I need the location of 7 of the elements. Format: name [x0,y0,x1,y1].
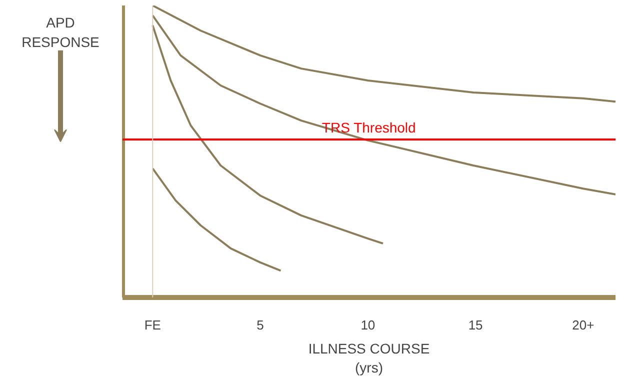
x-tick-label: 20+ [572,318,594,332]
y-axis-title: APD RESPONSE [22,14,100,50]
x-tick-label: 15 [468,318,483,332]
x-tick-label: FE [144,318,162,332]
x-axis-title: ILLNESS COURSE (yrs) [308,340,430,376]
x-tick-label: 5 [256,318,264,332]
x-tick-label: 10 [360,318,376,332]
